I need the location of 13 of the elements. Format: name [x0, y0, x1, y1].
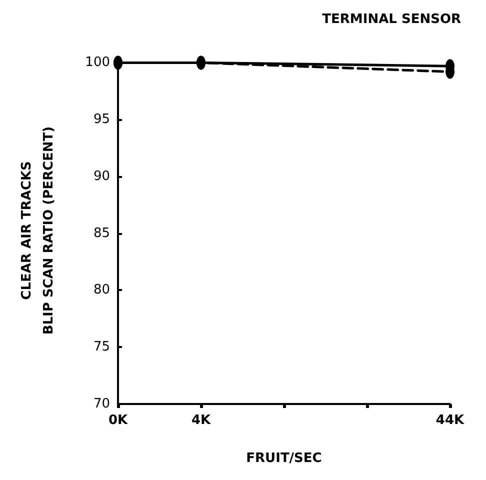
y-tick-label: 80 [93, 282, 110, 298]
y-tick-label: 100 [85, 55, 110, 70]
x-axis-title: FRUIT/SEC [246, 451, 322, 466]
y-tick-label: 75 [93, 340, 110, 355]
chart-title: TERMINAL SENSOR [322, 12, 462, 27]
y-axis-title: CLEAR AIR TRACKS BLIP SCAN RATIO (PERCENT) [20, 126, 56, 335]
y-tick-label: 85 [93, 226, 110, 241]
x-tick-label: 44K [436, 413, 466, 428]
y-tick-label: 70 [93, 396, 110, 412]
x-tick-label: 4K [191, 413, 212, 428]
y-tick-label: 90 [93, 168, 110, 184]
y-tick-label: 95 [93, 112, 110, 128]
x-tick-label: 0K [108, 413, 128, 428]
